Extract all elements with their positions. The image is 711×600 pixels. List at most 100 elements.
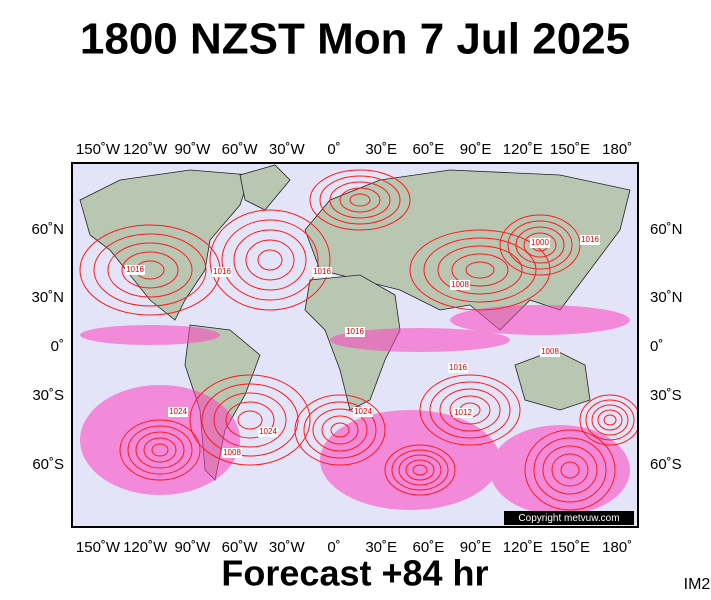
isobar-label: 1024 <box>354 407 372 416</box>
longitude-label-top: 120˚W <box>123 141 168 158</box>
isobar-label: 1008 <box>541 347 559 356</box>
isobar-label: 1024 <box>169 407 187 416</box>
isobar-label-bg <box>345 327 365 337</box>
isobar <box>257 249 283 271</box>
isobar <box>225 401 275 439</box>
isobar <box>321 415 359 445</box>
longitude-label-bottom: 30˚E <box>365 539 397 556</box>
isobar-label: 1000 <box>531 238 549 247</box>
latitude-label-right: 30˚N <box>650 289 683 306</box>
isobar <box>429 381 511 439</box>
isobar-label-bg <box>530 238 550 248</box>
isobar <box>384 444 456 496</box>
isobar <box>107 242 193 298</box>
isobar <box>579 394 638 446</box>
isobar-label-bg <box>125 265 145 275</box>
isobar <box>309 169 411 231</box>
isobar-label-bg <box>312 267 332 277</box>
isobar-label: 1016 <box>126 265 144 274</box>
longitude-label-top: 150˚E <box>550 141 590 158</box>
longitude-label-top: 60˚E <box>413 141 445 158</box>
isobar <box>209 209 331 311</box>
isobar <box>437 245 523 295</box>
latitude-label-right: 60˚S <box>650 456 682 473</box>
isobar <box>533 437 607 503</box>
isobar-label-bg <box>453 408 473 418</box>
longitude-label-top: 120˚E <box>503 141 543 158</box>
latitude-label-left: 30˚N <box>31 289 64 306</box>
isobar <box>524 429 616 511</box>
isobar-label-bg <box>448 363 468 373</box>
latitude-label-left: 60˚S <box>32 456 64 473</box>
title: 1800 NZST Mon 7 Jul 2025 <box>80 15 630 64</box>
isobar <box>221 219 319 301</box>
isobar <box>151 443 169 457</box>
longitude-label-bottom: 120˚E <box>503 539 543 556</box>
isobar <box>523 232 557 258</box>
isobar <box>542 445 598 495</box>
isobar <box>423 237 537 303</box>
longitude-label-top: 30˚E <box>365 141 397 158</box>
isobar <box>119 419 201 481</box>
longitude-label-top: 180˚ <box>602 141 632 158</box>
isobar <box>237 410 263 430</box>
longitude-label-bottom: 90˚E <box>460 539 492 556</box>
isobar <box>135 431 185 469</box>
isobar-label-bg <box>258 427 278 437</box>
isobar <box>303 401 377 459</box>
isobar <box>294 394 386 466</box>
longitude-label-bottom: 120˚W <box>123 539 168 556</box>
isobar <box>391 449 449 491</box>
longitude-label-top: 90˚E <box>460 141 492 158</box>
isobar <box>405 459 435 481</box>
isobar-label: 1008 <box>223 448 241 457</box>
isobar <box>121 251 179 289</box>
longitude-label-bottom: 180˚ <box>602 539 632 556</box>
isobar-labels: 1016 1016 1016 1008 1000 1016 1024 1024 1024 1012… <box>125 235 600 458</box>
isobar <box>329 181 391 219</box>
latitude-label-right: 60˚N <box>650 221 683 238</box>
isobar <box>233 229 307 291</box>
isobar-label-bg <box>580 235 600 245</box>
isobar-label-bg <box>168 407 188 417</box>
isobar-label: 1016 <box>581 235 599 244</box>
latitude-label-left: 30˚S <box>32 387 64 404</box>
isobar <box>507 220 573 270</box>
greenland <box>239 164 291 211</box>
isobar-label: 1016 <box>346 327 364 336</box>
isobar <box>451 253 509 287</box>
isobar-label: 1016 <box>449 363 467 372</box>
isobar <box>419 374 521 446</box>
isobar <box>201 383 299 457</box>
copyright-box <box>504 511 634 525</box>
forecast-label: Forecast +84 hr <box>221 553 488 594</box>
isobar-label: 1012 <box>454 408 472 417</box>
isobar <box>213 392 287 448</box>
isobar-label-bg <box>450 280 470 290</box>
isobar <box>449 395 491 425</box>
longitude-label-top: 60˚W <box>222 141 259 158</box>
copyright: Copyright metvuw.com <box>518 513 619 524</box>
longitude-label-bottom: 150˚W <box>76 539 121 556</box>
longitude-label-top: 150˚W <box>76 141 121 158</box>
longitude-label-bottom: 60˚E <box>413 539 445 556</box>
latitude-label-left: 60˚N <box>31 221 64 238</box>
latitude-label-left: 0˚ <box>51 338 64 355</box>
longitude-label-top: 90˚W <box>174 141 211 158</box>
isobar <box>312 408 368 452</box>
isobar <box>515 226 565 264</box>
isobar-label: 1024 <box>259 427 277 436</box>
longitude-label-top: 30˚W <box>269 141 306 158</box>
map: 1016 1016 1016 1008 1000 1016 1024 1024 1024 1012… <box>72 163 638 527</box>
isobar <box>143 437 177 463</box>
latitude-label-right: 30˚S <box>650 387 682 404</box>
isobar <box>245 239 295 281</box>
isobar <box>439 388 501 432</box>
longitude-label-top: 0˚ <box>327 141 340 158</box>
isobar-label-bg <box>540 347 560 357</box>
isobar-label-bg <box>222 448 242 458</box>
isobar <box>349 193 371 207</box>
isobar <box>551 453 589 487</box>
